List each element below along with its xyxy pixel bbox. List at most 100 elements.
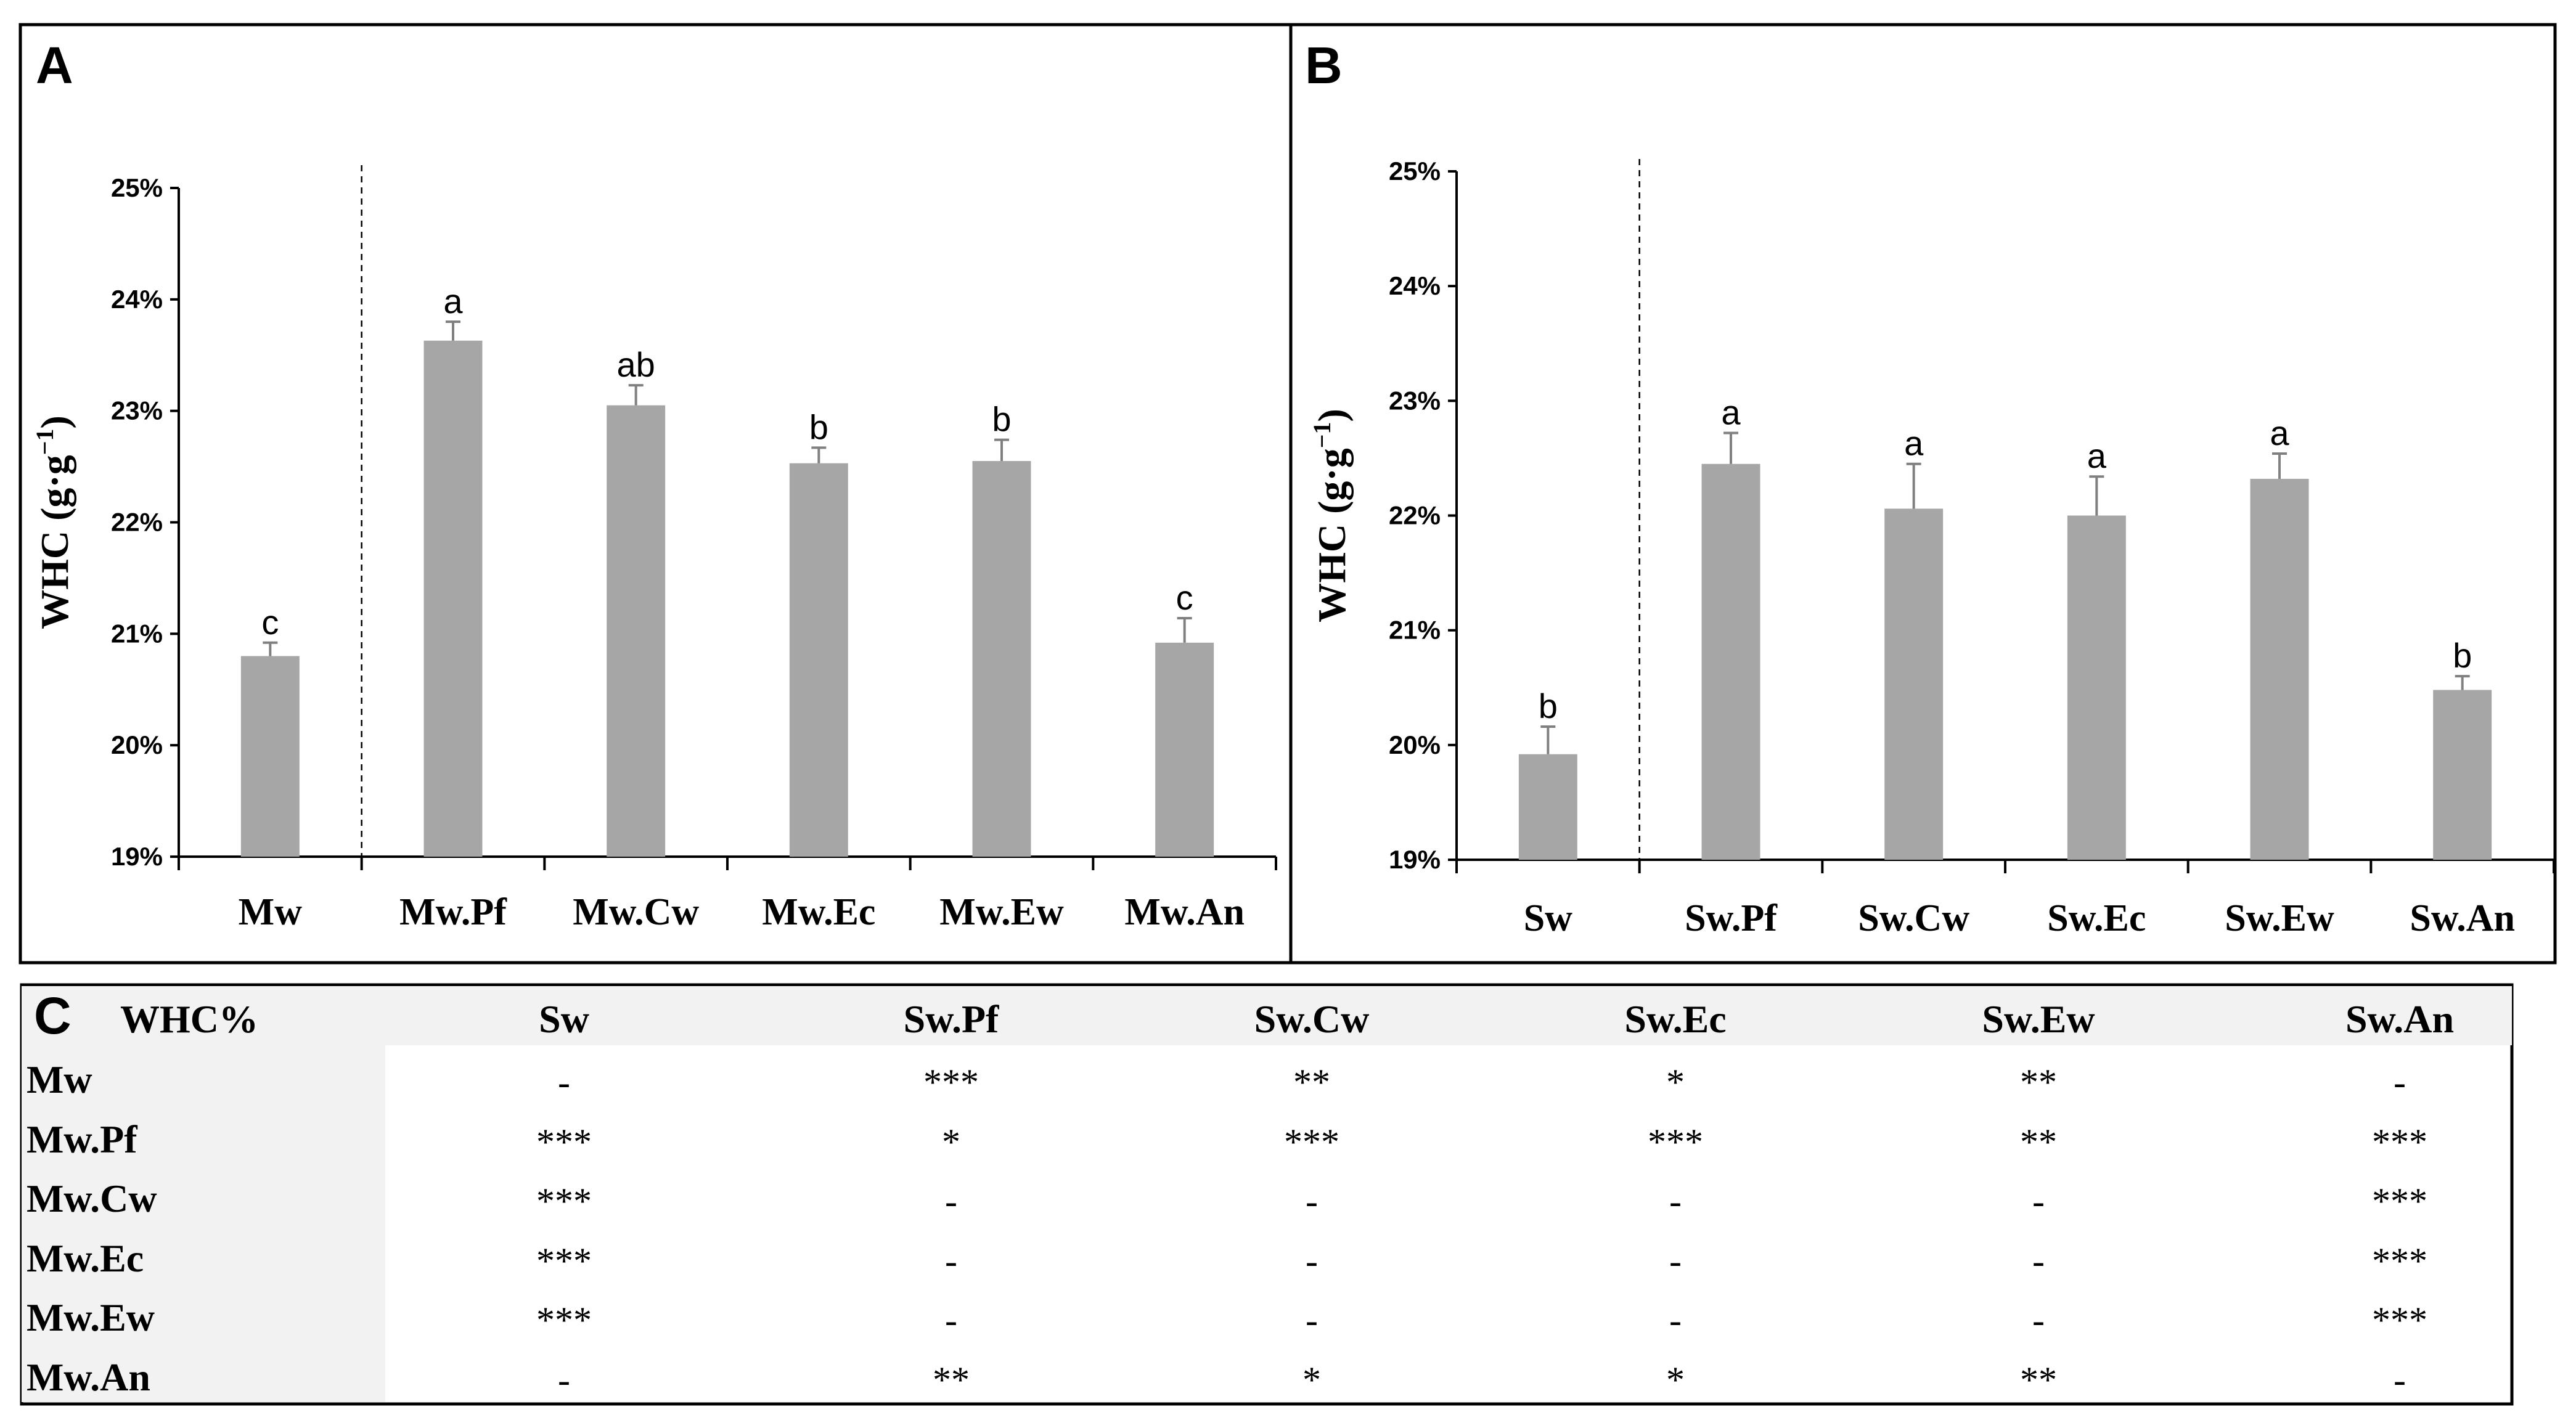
table-cell: *** [2372,1181,2427,1222]
table-cell: ** [933,1360,970,1400]
y-axis-title: WHC (g·g−1) [31,415,76,629]
significance-letter: a [2087,436,2107,475]
x-tick-label: Sw.Cw [1858,897,1969,939]
panel-c-table: C WHC% Sw Sw.Pf Sw.Cw Sw.Ec Sw.Ew Sw.An Mw - ***… [22,986,2512,1402]
table-cell: ** [2020,1062,2057,1103]
table-cell: - [2032,1181,2045,1222]
significance-letter: b [1539,687,1558,725]
table-cell: *** [536,1122,592,1162]
significance-letter: a [443,282,463,320]
table-column-header: Sw.An [2345,997,2455,1041]
table-cell: - [945,1241,957,1281]
significance-letter: a [2270,414,2289,452]
x-tick-label: Mw.Cw [573,891,699,933]
table-row-header: Mw.Ew [27,1295,155,1339]
table-cell: *** [1648,1122,1703,1162]
x-tick-label: Mw [239,891,303,933]
table-cell: - [945,1181,957,1222]
table-cell: - [1306,1181,1318,1222]
table-row-header: Mw.An [27,1355,150,1399]
significance-letter: b [2453,636,2472,675]
table-cell: - [558,1062,570,1103]
significance-letter: a [1721,393,1741,431]
bar-sw-ec [2067,515,2126,860]
table-cell: - [1669,1300,1682,1340]
x-tick-label: Mw.Ec [762,891,875,933]
bar-sw-pf [1701,463,1760,860]
y-tick-label: 19% [1389,845,1441,874]
table-cell: * [1302,1360,1321,1400]
table-cell: *** [2372,1122,2427,1162]
bar-sw-cw [1884,508,1944,860]
significance-letter: a [1904,424,1924,463]
table-column-header: Sw.Ew [1982,997,2095,1041]
bar-sw-ew [2250,478,2309,860]
bar-mw-ec [789,463,848,857]
bar-sw-an [2433,690,2492,860]
bar-mw-ew [972,461,1031,857]
table-column-header: Sw.Pf [903,997,999,1041]
y-tick-label: 25% [111,173,163,202]
table-cell: *** [2372,1241,2427,1281]
y-tick-label: 24% [111,285,163,314]
y-tick-label: 19% [111,842,163,871]
y-tick-label: 22% [1389,501,1441,530]
table-row-header: Mw [27,1058,92,1101]
table-cell: *** [536,1181,592,1222]
y-tick-label: 20% [111,730,163,759]
significance-letter: b [809,407,828,446]
table-cell: - [1669,1241,1682,1281]
table-cell: *** [536,1300,592,1340]
significance-letter: ab [617,345,655,384]
table-rowhead-background [22,1045,385,1402]
table-cell: - [2032,1241,2045,1281]
table-cell: *** [923,1062,979,1103]
table-header-background [22,986,2512,1045]
table-column-header: Sw.Cw [1254,997,1370,1041]
y-tick-label: 25% [1389,157,1441,186]
table-cell: - [1306,1300,1318,1340]
table-cell: - [945,1300,957,1340]
table-cell: ** [2020,1122,2057,1162]
y-tick-label: 23% [111,396,163,425]
table-column-header: Sw.Ec [1624,997,1727,1041]
table-cell: - [1669,1181,1682,1222]
y-tick-label: 21% [111,619,163,648]
panel-c-letter: C [34,987,72,1045]
bar-mw-an [1155,642,1214,857]
table-row-header: Mw.Cw [27,1177,157,1220]
x-tick-label: Sw.Ew [2225,897,2334,939]
table-cell: * [1666,1062,1685,1103]
x-tick-label: Sw.An [2410,897,2515,939]
x-tick-label: Sw.Ec [2047,897,2146,939]
significance-letter: c [1176,578,1193,617]
bar-sw [1518,754,1577,860]
table-cell: - [2032,1300,2045,1340]
y-tick-label: 20% [1389,730,1441,759]
table-cell: - [2394,1062,2406,1103]
significance-letter: c [261,603,279,642]
table-title: WHC% [120,997,258,1041]
panel-b: B WHC (g·g−1) 19% 20% 21% 22% 23% 24% 25% b Sw a Sw.… [1305,36,2555,939]
bar-mw-cw [607,405,666,857]
panel-a: A WHC (g·g−1) 19% 20% 21% 22% 23% 24% 25% c Mw a Mw.… [31,36,1277,933]
table-cell: ** [1293,1062,1330,1103]
y-axis-title: WHC (g·g−1) [1308,409,1354,622]
y-tick-label: 23% [1389,386,1441,415]
panels-ab-frame [18,23,2557,965]
table-body: Sw Sw.Pf Sw.Cw Sw.Ec Sw.Ew Sw.An Mw - *** ** * ** - M… [22,986,2512,1402]
table-cell: * [1666,1360,1685,1400]
table-cell: - [558,1360,570,1400]
significance-letter: b [992,400,1011,439]
x-tick-label: Mw.Ew [939,891,1064,933]
bar-mw [240,656,300,857]
table-cell: - [2394,1360,2406,1400]
table-column-header: Sw [539,997,589,1041]
table-cell: *** [2372,1300,2427,1340]
table-row-header: Mw.Pf [27,1117,137,1161]
table-cell: - [1306,1241,1318,1281]
y-tick-label: 24% [1389,271,1441,300]
y-tick-label: 21% [1389,616,1441,645]
panel-letter: B [1305,36,1343,94]
